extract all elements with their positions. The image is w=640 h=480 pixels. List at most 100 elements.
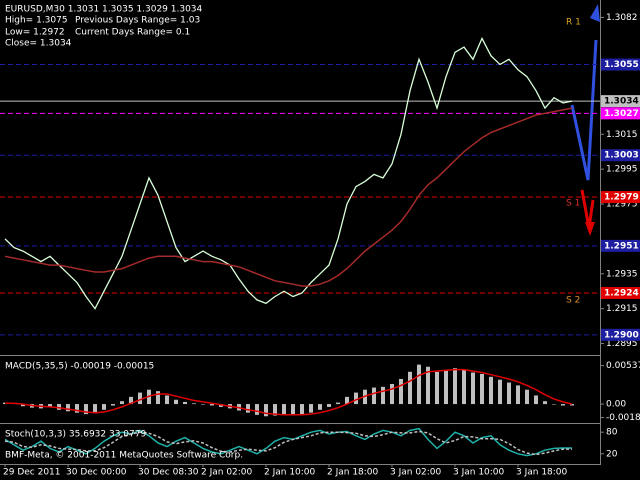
macd-bar [345,396,349,405]
y-tick-label: 1.3015 [606,130,638,140]
macd-bar [102,404,106,410]
macd-bar [399,378,403,405]
info-text: Low= 1.2972 [5,28,65,38]
y-tick-label: -0.00187 [606,413,640,423]
macd-bar [111,404,115,406]
macd-bar [255,404,259,415]
macd-bar [390,383,394,405]
macd-bar [282,404,286,415]
level-label-box [601,58,640,71]
level-label-box [601,328,640,341]
y-tick-label: 1.2895 [606,339,638,349]
blue-arrow [570,39,598,181]
y-tick-label: 1.2915 [606,304,638,314]
macd-bar [66,404,70,412]
macd-bar [309,404,313,413]
pivot-label: S 1 [566,199,580,209]
blue-arrow-head [590,4,600,22]
macd-bar [138,392,142,405]
x-tick-label: 3 Jan 18:00 [516,468,568,478]
macd-bar [543,401,547,405]
macd-bar [192,403,196,405]
macd-bar [264,404,268,417]
x-tick-label: 29 Dec 2011 [3,468,61,478]
level-label: 1.2951 [604,241,639,251]
macd-bar [534,395,538,405]
level-label: 1.2979 [604,193,639,203]
level-label-box [601,286,640,299]
info-text: High= 1.3075 [5,16,68,26]
macd-bar [183,401,187,405]
level-label-box [601,107,640,120]
macd-bar [525,389,529,405]
info-text: Close= 1.3034 [5,39,72,49]
macd-bar [327,404,331,407]
macd-bar [417,364,421,405]
y-tick-label: 80 [606,428,618,438]
macd-bar [129,396,133,405]
macd-bar [120,401,124,405]
signal-arrows [570,4,600,236]
macd-bar [408,371,412,405]
series-line [5,368,573,416]
series-line [4,107,573,287]
series-line [4,36,573,310]
macd-bar [174,399,178,405]
macd-bar [516,385,520,405]
macd-bar [273,404,277,416]
macd-bar [381,386,385,405]
macd-bar [462,369,466,405]
y-tick-label: 1.2995 [606,165,638,175]
macd-bar [507,382,511,405]
x-tick-label: 30 Dec 08:30 [138,468,199,478]
x-tick-label: 3 Jan 10:00 [453,468,505,478]
y-tick-label: 20 [606,449,618,459]
macd-bar [210,404,214,406]
macd-bar [165,395,169,405]
pivot-label: S 2 [566,296,580,306]
macd-bar [300,404,304,415]
macd-bar [21,404,25,407]
macd-bar [318,404,322,410]
macd-bar [156,391,160,405]
macd-bar [336,402,340,405]
level-label: 1.3027 [604,109,639,119]
x-tick-label: 3 Jan 02:00 [390,468,442,478]
macd-bar [372,387,376,405]
level-label: 1.2900 [604,330,639,340]
y-tick-label: 0.00537 [606,361,640,371]
level-label-box [601,239,640,252]
macd-bar [426,366,430,405]
level-label-box [601,95,640,108]
chart-title: EURUSD,M30 1.3031 1.3035 1.3029 1.3034 [5,5,203,15]
macd-bar [471,372,475,405]
macd-bar [93,404,97,414]
macd-bar [201,404,205,405]
macd-bar [57,404,61,410]
x-tick-label: 2 Jan 10:00 [264,468,316,478]
copyright: BMF-Meta, © 2001-2011 MetaQuotes Softwar… [5,451,243,461]
macd-bar [489,376,493,405]
macd-bar [570,404,574,406]
indicator-title: MACD(5,35,5) -0.00019 -0.00015 [5,362,154,372]
y-tick-label: 1.2935 [606,269,638,279]
level-label: 1.3055 [604,60,639,70]
indicator-title: Stoch(10,3,3) 35.6932 33.0779 [5,430,146,440]
level-label: 1.3003 [604,151,639,161]
macd-bar [354,392,358,405]
level-label: 1.2924 [604,288,639,298]
x-tick-label: 2 Jan 02:00 [201,468,253,478]
y-tick-label: 1.3082 [606,13,638,23]
macd-bar [498,379,502,405]
info-text: Previous Days Range= 1.03 [75,16,200,26]
macd-bar [444,369,448,405]
level-label-box [601,191,640,204]
level-label-box [601,149,640,162]
macd-bar [84,404,88,415]
series-line [4,427,572,457]
macd-bar [435,371,439,405]
info-text: Current Days Range= 0.1 [75,28,190,38]
